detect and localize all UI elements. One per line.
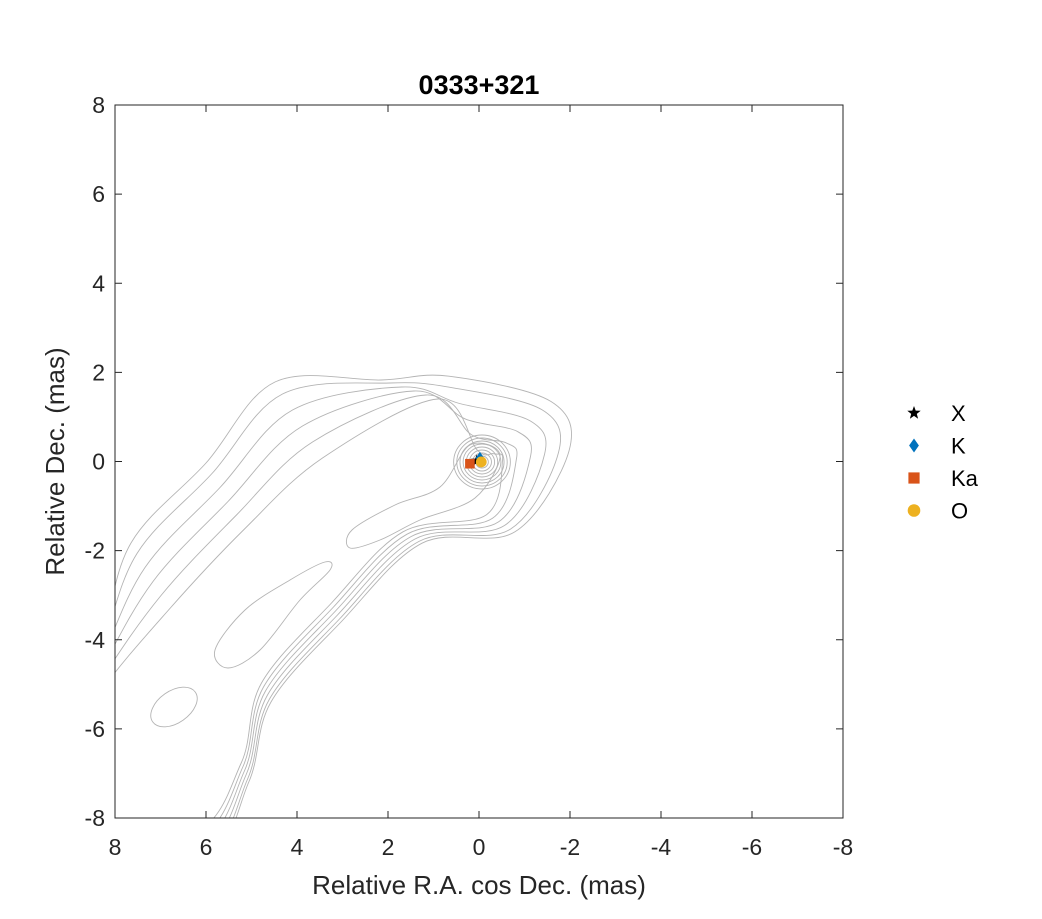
jet-knot-contour (150, 686, 198, 728)
jet-contour (115, 394, 518, 818)
x-tick-label: 8 (109, 834, 122, 860)
legend-marker-o (907, 504, 921, 517)
y-tick-labels: 8 6 4 2 0 -2 -4 -6 -8 (85, 92, 106, 831)
y-tick-label: 4 (92, 270, 105, 296)
y-tick-label: 2 (92, 359, 105, 385)
jet-contour (115, 382, 562, 818)
legend-label-o: O (951, 499, 968, 524)
y-tick-label: -2 (85, 538, 105, 564)
x-tick-label: -4 (651, 834, 672, 860)
jet-knot-contour (213, 561, 333, 669)
x-tick-labels: 8 6 4 2 0 -2 -4 -6 -8 (109, 834, 854, 860)
x-tick-label: 0 (473, 834, 486, 860)
core-contour (459, 440, 505, 484)
x-tick-label: 2 (382, 834, 395, 860)
legend: XK Ka O (907, 401, 979, 524)
legend-label-k: K (951, 434, 966, 459)
legend-marker-ka (908, 472, 920, 484)
x-tick-label: -6 (742, 834, 762, 860)
core-contour (453, 434, 511, 490)
y-tick-label: 0 (92, 449, 105, 475)
x-tick-label: -8 (833, 834, 853, 860)
y-tick-label: -8 (85, 805, 105, 831)
y-tick-label: -6 (85, 716, 105, 742)
chart-title: 0333+321 (419, 70, 540, 100)
x-tick-label: -2 (560, 834, 580, 860)
axis-ticks (114, 104, 844, 819)
legend-marker-k (909, 438, 919, 453)
jet-contour (115, 398, 504, 818)
marker-ka (465, 458, 475, 469)
y-tick-label: 8 (92, 92, 105, 118)
jet-contour (115, 386, 547, 818)
legend-label-x: X (951, 401, 966, 426)
core-contour (462, 443, 502, 481)
data-markers (465, 451, 487, 469)
jet-contour (115, 390, 532, 818)
y-tick-label: 6 (92, 181, 105, 207)
x-tick-label: 4 (291, 834, 304, 860)
jet-knot-contour (345, 442, 501, 549)
y-tick-label: -4 (85, 627, 106, 653)
legend-marker-x (907, 406, 921, 419)
marker-o (475, 456, 487, 468)
y-axis-label: Relative Dec. (mas) (40, 347, 70, 575)
legend-label-ka: Ka (951, 466, 979, 491)
x-tick-label: 6 (200, 834, 213, 860)
jet-contour (115, 374, 572, 818)
x-axis-label: Relative R.A. cos Dec. (mas) (312, 870, 646, 900)
